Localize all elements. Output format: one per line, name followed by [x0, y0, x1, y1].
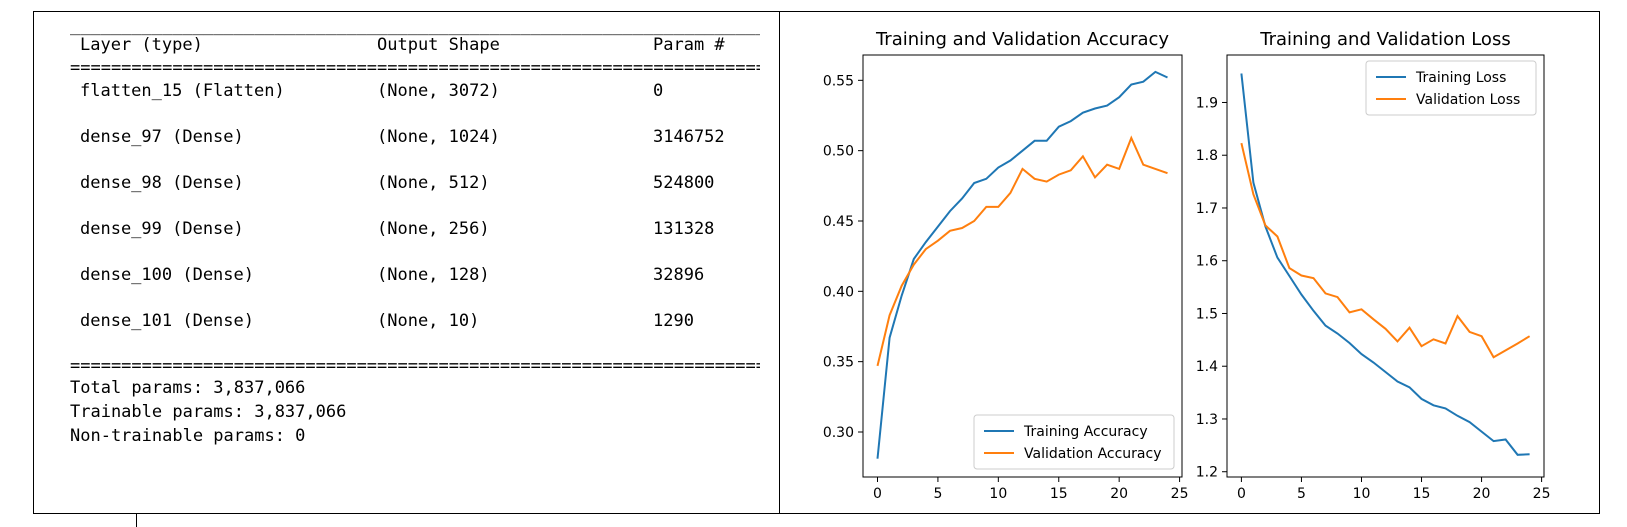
- trainable-params: Trainable params: 3,837,066: [70, 402, 347, 422]
- non-trainable-params: Non-trainable params: 0: [70, 426, 306, 446]
- total-params: Total params: 3,837,066: [70, 378, 306, 398]
- header-shape: Output Shape: [377, 35, 500, 55]
- row-shape: (None, 128): [377, 265, 490, 285]
- panel-divider: [779, 11, 780, 514]
- row-layer: dense_101 (Dense): [80, 311, 254, 331]
- output-cell-frame: [33, 11, 1600, 514]
- header-params: Param #: [653, 35, 725, 55]
- row-shape: (None, 256): [377, 219, 490, 239]
- row-params: 0: [653, 81, 664, 101]
- row-params: 131328: [653, 219, 715, 239]
- row-params: 32896: [653, 265, 705, 285]
- row-shape: (None, 1024): [377, 127, 500, 147]
- row-layer: dense_97 (Dense): [80, 127, 244, 147]
- row-params: 3146752: [653, 127, 725, 147]
- summary-eq-rule: ========================================…: [70, 58, 760, 78]
- row-shape: (None, 512): [377, 173, 490, 193]
- row-params: 524800: [653, 173, 715, 193]
- cell-edge-mark: [136, 514, 137, 527]
- row-layer: dense_100 (Dense): [80, 265, 254, 285]
- row-layer: dense_99 (Dense): [80, 219, 244, 239]
- row-layer: flatten_15 (Flatten): [80, 81, 285, 101]
- summary-top-rule: ________________________________________…: [70, 16, 760, 36]
- row-shape: (None, 10): [377, 311, 480, 331]
- row-params: 1290: [653, 311, 694, 331]
- row-shape: (None, 3072): [377, 81, 500, 101]
- header-layer: Layer (type): [80, 35, 203, 55]
- row-layer: dense_98 (Dense): [80, 173, 244, 193]
- summary-bottom-rule: ========================================…: [70, 356, 760, 376]
